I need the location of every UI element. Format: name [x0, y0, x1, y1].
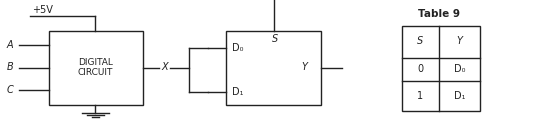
Text: Table 9: Table 9 [418, 9, 460, 19]
Text: DIGITAL: DIGITAL [78, 58, 113, 67]
Text: S: S [272, 34, 278, 44]
Text: B: B [6, 63, 13, 72]
Bar [226, 31, 321, 105]
Text: Y: Y [301, 63, 308, 72]
Bar [49, 31, 143, 105]
Text: Y: Y [457, 36, 462, 46]
Bar [402, 26, 480, 111]
Text: 0: 0 [417, 64, 423, 74]
Text: C: C [6, 85, 13, 95]
Text: A: A [7, 40, 13, 50]
Text: X: X [162, 63, 168, 72]
Text: D₁: D₁ [454, 91, 465, 101]
Text: D₀: D₀ [232, 43, 243, 53]
Text: CIRCUIT: CIRCUIT [78, 68, 113, 77]
Text: D₁: D₁ [232, 87, 243, 97]
Text: S: S [417, 36, 424, 46]
Text: 1: 1 [417, 91, 423, 101]
Text: +5V: +5V [32, 5, 53, 15]
Text: D₀: D₀ [454, 64, 465, 74]
